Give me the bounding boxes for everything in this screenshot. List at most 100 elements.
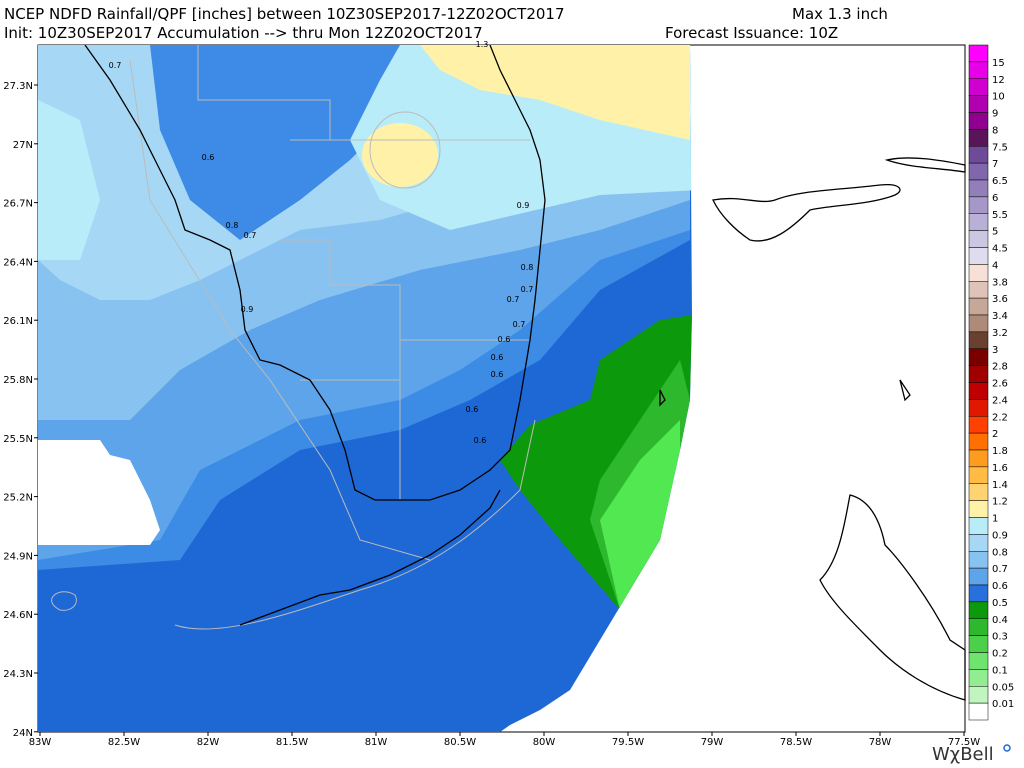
- contour-label: 0.6: [491, 370, 504, 379]
- lat-label: 25.8N: [3, 375, 33, 386]
- legend-label: 3.6: [992, 294, 1008, 305]
- lon-label: 77.5W: [948, 737, 980, 748]
- legend-swatch: [968, 196, 989, 214]
- lat-label: 24.9N: [3, 551, 33, 562]
- legend-swatch: [968, 247, 989, 265]
- contour-label: 0.9: [517, 201, 530, 210]
- legend-swatch: [968, 686, 989, 704]
- legend-label: 1.8: [992, 446, 1008, 457]
- legend-label: 2.8: [992, 362, 1008, 373]
- legend-label: 0.7: [992, 564, 1008, 575]
- lon-label: 81.5W: [276, 737, 308, 748]
- legend-swatch: [968, 179, 989, 198]
- legend-label: 6: [992, 193, 998, 204]
- legend-label: 0.5: [992, 598, 1008, 609]
- lon-label: 82.5W: [108, 737, 140, 748]
- contour-label: 0.6: [498, 335, 511, 344]
- legend-swatch: [968, 61, 989, 79]
- legend-swatch: [968, 567, 989, 586]
- contour-label: 0.6: [474, 436, 487, 445]
- legend-swatch: [968, 618, 989, 636]
- legend-swatch: [968, 702, 989, 721]
- lon-label: 80W: [533, 737, 556, 748]
- lat-label: 26.7N: [3, 199, 33, 210]
- legend-label: 7: [992, 159, 998, 170]
- legend-swatch: [968, 78, 989, 96]
- legend-label: 0.05: [992, 682, 1014, 693]
- lat-label: 25.2N: [3, 493, 33, 504]
- legend-swatch: [968, 112, 989, 130]
- legend-swatch: [968, 213, 989, 231]
- legend-label: 4: [992, 260, 998, 271]
- legend-label: 3.2: [992, 328, 1008, 339]
- legend-label: 0.01: [992, 699, 1014, 710]
- legend-swatch: [968, 230, 989, 248]
- legend-swatch: [968, 551, 989, 569]
- contour-label: 0.7: [513, 320, 526, 329]
- contour-label: 0.9: [241, 305, 254, 314]
- legend-label: 5.5: [992, 210, 1008, 221]
- no-data-area: [38, 440, 160, 545]
- legend-swatch: [968, 297, 989, 316]
- legend-swatch: [968, 466, 989, 484]
- lon-label: 79W: [701, 737, 724, 748]
- axes: 27.3N 27N 26.7N 26.4N 26.1N 25.8N 25.5N 25.2N 24…: [3, 81, 980, 748]
- legend-label: 1.4: [992, 480, 1008, 491]
- legend-label: 9: [992, 109, 998, 120]
- brand: WχBell: [932, 744, 994, 765]
- title-line-2: Init: 10Z30SEP2017 Accumulation --> thru…: [4, 24, 483, 42]
- contour-label: 0.8: [226, 221, 239, 230]
- legend-swatch: [968, 264, 989, 282]
- legend-swatch: [968, 449, 989, 468]
- contour-label: 0.6: [202, 153, 215, 162]
- legend-swatch: [968, 416, 989, 434]
- legend-label: 1.6: [992, 463, 1008, 474]
- legend-swatch: [968, 331, 989, 349]
- legend-label: 4.5: [992, 244, 1008, 255]
- lat-label: 24.6N: [3, 610, 33, 621]
- legend-swatch: [968, 129, 989, 147]
- legend-swatch: [968, 500, 989, 518]
- lat-label: 27N: [13, 140, 33, 151]
- legend-swatch: [968, 146, 989, 164]
- lon-label: 78W: [869, 737, 892, 748]
- lon-label: 79.5W: [612, 737, 644, 748]
- legend-label: 0.4: [992, 615, 1008, 626]
- legend-swatch: [968, 365, 989, 383]
- legend-label: 2.4: [992, 395, 1008, 406]
- legend-label: 12: [992, 75, 1005, 86]
- legend-label: 0.6: [992, 581, 1008, 592]
- legend-swatch: [968, 399, 989, 417]
- rainfall-field: [38, 45, 692, 732]
- legend-label: 5: [992, 227, 998, 238]
- contour-label: 1.3: [476, 40, 489, 49]
- lat-label: 26.1N: [3, 316, 33, 327]
- max-text: Max 1.3 inch: [792, 5, 888, 23]
- legend-swatch: [968, 348, 989, 366]
- legend-label: 1.2: [992, 497, 1008, 508]
- coastline: [84, 44, 966, 701]
- legend-label: 2.2: [992, 412, 1008, 423]
- lon-label: 80.5W: [444, 737, 476, 748]
- title-line-1: NCEP NDFD Rainfall/QPF [inches] between …: [4, 5, 565, 23]
- legend-swatch: [968, 483, 989, 501]
- issuance: Forecast Issuance: 10Z: [665, 24, 838, 42]
- contour-label: 0.7: [244, 231, 257, 240]
- legend-label: 0.2: [992, 649, 1008, 660]
- legend-label: 0.9: [992, 530, 1008, 541]
- brand-dot: [1003, 744, 1011, 752]
- legend-swatch: [968, 432, 989, 451]
- lat-label: 27.3N: [3, 81, 33, 92]
- lat-label: 24.3N: [3, 669, 33, 680]
- contour-label: 0.7: [507, 295, 520, 304]
- lon-label: 81W: [365, 737, 388, 748]
- legend-label: 3.8: [992, 277, 1008, 288]
- contour-label: 0.6: [466, 405, 479, 414]
- legend-swatch: [968, 669, 989, 687]
- lat-label: 26.4N: [3, 257, 33, 268]
- lat-label: 24N: [13, 728, 33, 739]
- lon-label: 78.5W: [780, 737, 812, 748]
- legend-label: 2: [992, 429, 998, 440]
- legend: 151210987.576.565.554.543.83.63.43.232.8…: [968, 44, 1014, 721]
- legend-label: 7.5: [992, 142, 1008, 153]
